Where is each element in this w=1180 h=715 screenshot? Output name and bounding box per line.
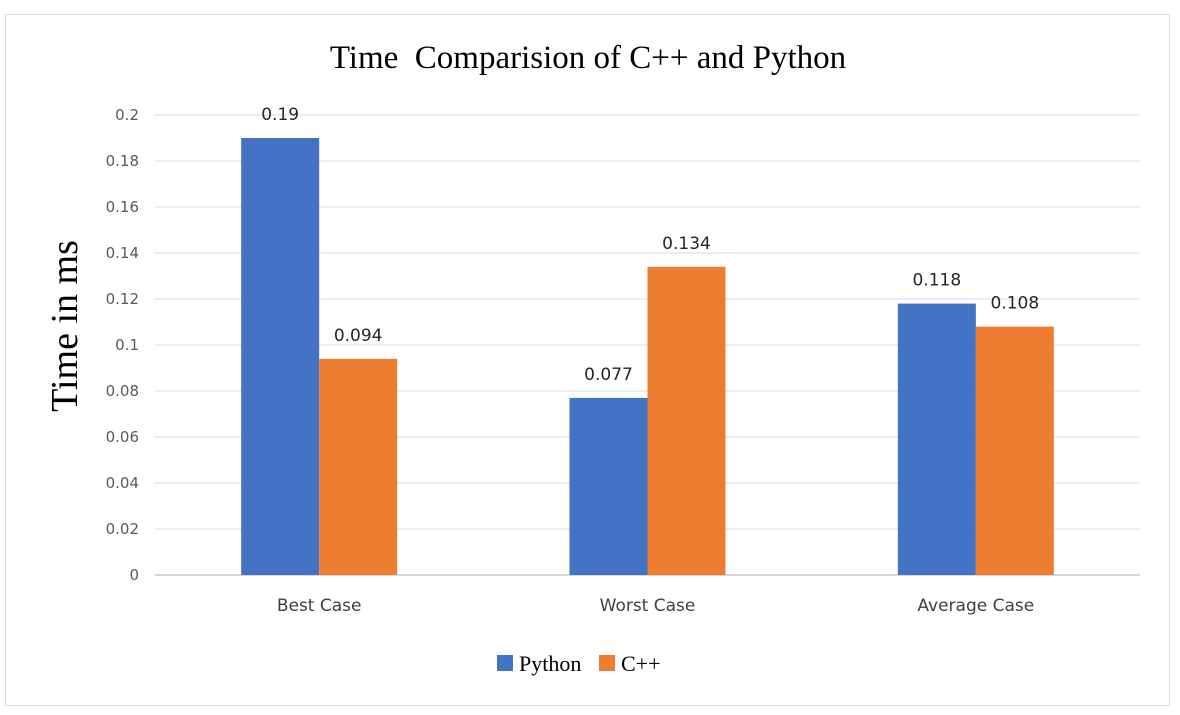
data-labels: 0.19 0.094 0.077 0.134 0.118 0.108 xyxy=(261,105,1039,385)
chart-title: Time Comparision of C++ and Python xyxy=(330,40,846,76)
data-label: 0.094 xyxy=(334,326,383,346)
data-label: 0.19 xyxy=(261,105,299,125)
y-tick-label: 0.02 xyxy=(106,520,139,538)
x-category-label: Average Case xyxy=(917,596,1034,616)
y-axis-ticks: 0 0.02 0.04 0.06 0.08 0.1 0.12 0.14 0.16 0.18 0.2 xyxy=(106,106,139,584)
y-tick-label: 0.2 xyxy=(115,106,139,124)
x-category-label: Worst Case xyxy=(600,596,696,616)
bar-python-0 xyxy=(241,138,320,575)
legend-swatch xyxy=(599,655,615,671)
legend: Python C++ xyxy=(497,651,661,676)
bar-c-1 xyxy=(647,266,726,575)
data-label: 0.077 xyxy=(584,365,633,385)
y-tick-label: 0.06 xyxy=(106,428,139,446)
bar-python-2 xyxy=(897,303,976,575)
y-tick-label: 0.18 xyxy=(106,152,139,170)
bars xyxy=(241,138,1054,575)
data-label: 0.108 xyxy=(990,294,1039,314)
bar-c-0 xyxy=(319,358,398,575)
y-tick-label: 0.16 xyxy=(106,198,139,216)
x-category-label: Best Case xyxy=(277,596,362,616)
data-label: 0.118 xyxy=(912,271,961,291)
x-axis-categories: Best Case Worst Case Average Case xyxy=(277,596,1034,616)
legend-swatch xyxy=(497,655,513,671)
legend-label: Python xyxy=(519,651,581,676)
y-axis-label: Time in ms xyxy=(44,240,86,412)
legend-label: C++ xyxy=(621,651,661,676)
y-tick-label: 0.04 xyxy=(106,474,139,492)
y-tick-label: 0.12 xyxy=(106,290,139,308)
y-tick-label: 0.1 xyxy=(115,336,139,354)
y-tick-label: 0.08 xyxy=(106,382,139,400)
bar-c-2 xyxy=(975,326,1054,575)
y-tick-label: 0 xyxy=(129,566,139,584)
y-tick-label: 0.14 xyxy=(106,244,139,262)
bar-python-1 xyxy=(569,397,648,575)
data-label: 0.134 xyxy=(662,234,711,254)
